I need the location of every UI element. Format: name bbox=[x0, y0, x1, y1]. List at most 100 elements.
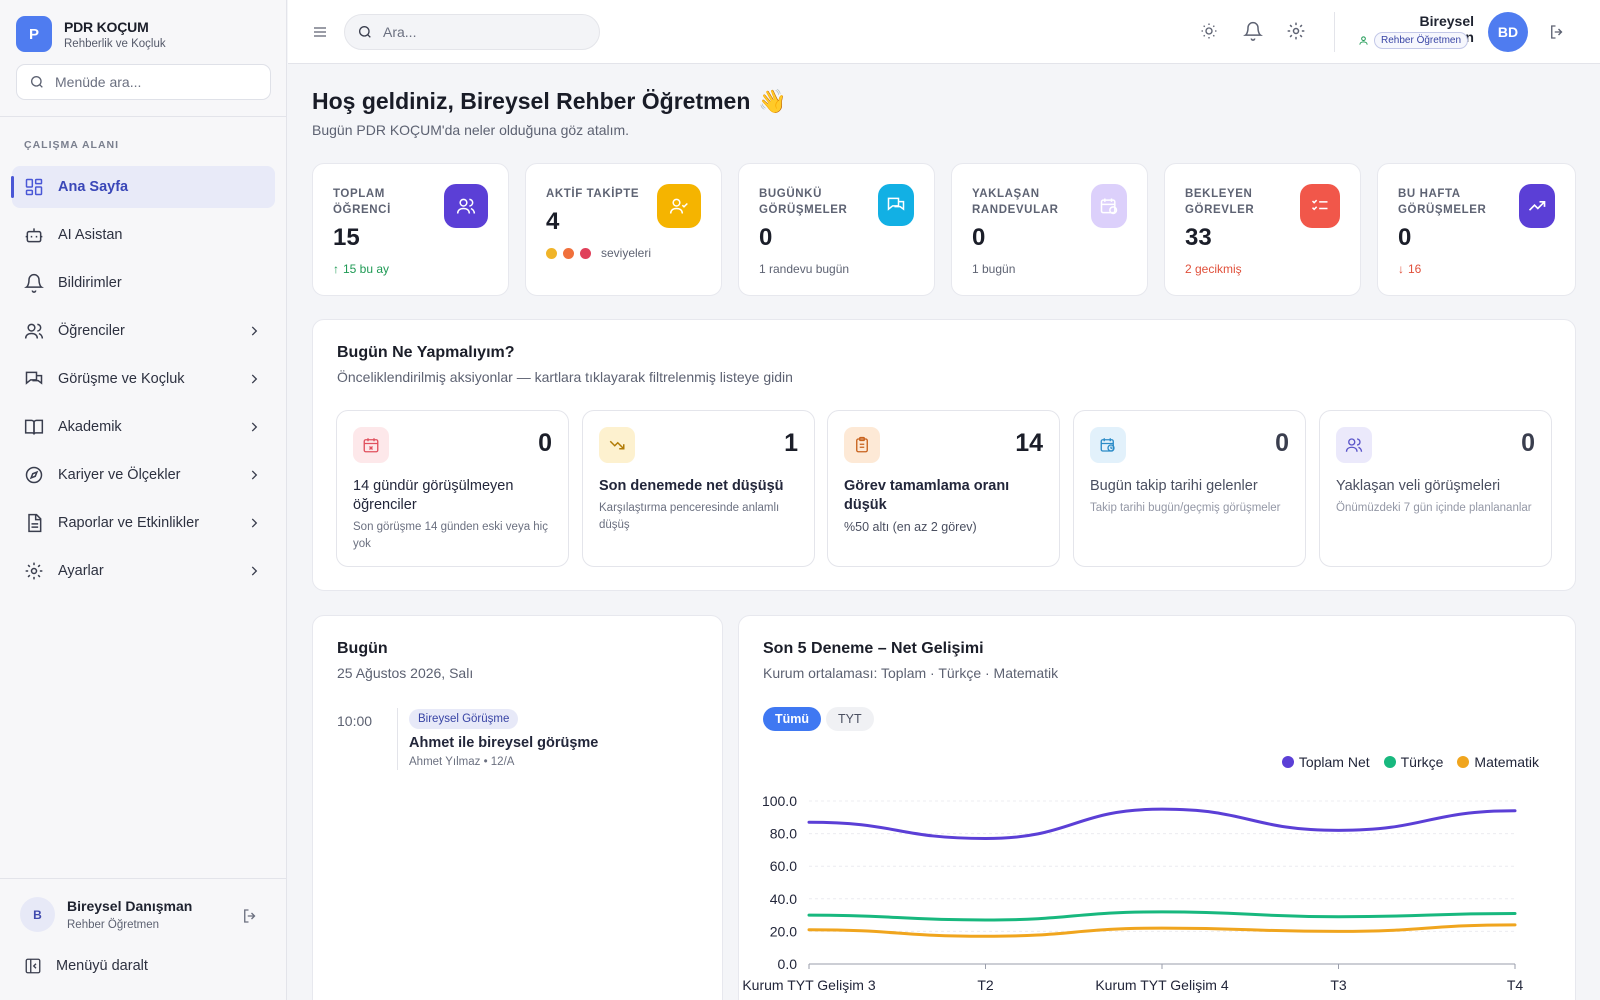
action-title: Görev tamamlama oranı düşük bbox=[844, 478, 1010, 513]
line-chart: 100.0 80.0 60.0 40.0 20.0 0.0 Kurum TYT Gelişi… bbox=[742, 793, 1523, 993]
action-card-no-meeting[interactable]: 0 14 gündür görüşülmeyen öğrenciler Son … bbox=[336, 410, 569, 567]
sidebar-item-raporlar-ve-etkinlikler[interactable]: Raporlar ve Etkinlikler bbox=[12, 502, 275, 544]
calendar-x-icon bbox=[353, 427, 389, 463]
search-icon bbox=[359, 26, 371, 38]
tab-tumu[interactable]: Tümü bbox=[763, 707, 822, 731]
event-meta: Ahmet Yılmaz • 12/A bbox=[409, 756, 515, 768]
logout-icon[interactable] bbox=[1548, 23, 1566, 41]
logout-icon[interactable] bbox=[241, 907, 259, 925]
dot-yellow bbox=[546, 247, 557, 259]
search-input[interactable] bbox=[383, 24, 573, 40]
stat-footer-text: 15 bu ay bbox=[343, 262, 390, 276]
action-title: Yaklaşan veli görüşmeleri bbox=[1336, 478, 1501, 494]
action-title: Son denemede net düşüşü bbox=[599, 478, 784, 494]
sidebar-user[interactable]: B Bireysel Danışman Rehber Öğretmen bbox=[20, 897, 192, 932]
sidebar-item-gorusme-ve-kocluk[interactable]: Görüşme ve Koçluk bbox=[12, 358, 275, 400]
stat-card-total-students[interactable]: TOPLAM ÖĞRENCİ 15 ↑ 15 bu ay bbox=[312, 163, 509, 296]
action-card-parent-meetings[interactable]: 0 Yaklaşan veli görüşmeleri Önümüzdeki 7… bbox=[1319, 410, 1552, 567]
page-title: Hoş geldiniz, Bireysel Rehber Öğretmen 👋 bbox=[312, 88, 787, 115]
sidebar-item-label: Ana Sayfa bbox=[58, 179, 129, 195]
brand-logo: P bbox=[16, 16, 52, 52]
stat-footer: ↓ 16 bbox=[1398, 262, 1421, 276]
dot-orange bbox=[563, 247, 574, 259]
tab-tyt[interactable]: TYT bbox=[826, 707, 874, 731]
sidebar-item-label: Öğrenciler bbox=[58, 323, 125, 339]
action-count: 14 bbox=[1015, 429, 1043, 457]
collapse-menu-label: Menüyü daralt bbox=[56, 958, 148, 974]
clipboard-icon bbox=[844, 427, 880, 463]
legend-label: Matematik bbox=[1474, 754, 1539, 770]
global-search[interactable] bbox=[344, 14, 600, 50]
stat-value: 0 bbox=[972, 224, 986, 251]
timeline-line bbox=[397, 708, 398, 770]
today-panel: Bugün 25 Ağustos 2026, Salı 10:00 Bireys… bbox=[312, 615, 723, 1000]
book-icon bbox=[24, 419, 44, 435]
legend-item[interactable]: Türkçe bbox=[1383, 754, 1443, 770]
menu-search[interactable] bbox=[16, 64, 271, 100]
event-title[interactable]: Ahmet ile bireysel görüşme bbox=[409, 735, 599, 751]
robot-icon bbox=[25, 228, 43, 243]
series-line bbox=[807, 910, 1517, 922]
today-date: 25 Ağustos 2026, Salı bbox=[337, 665, 474, 681]
sun-icon[interactable] bbox=[1200, 22, 1218, 40]
stat-card-pending-tasks[interactable]: BEKLEYEN GÖREVLER 33 2 gecikmiş bbox=[1164, 163, 1361, 296]
hamburger-icon[interactable] bbox=[312, 24, 328, 40]
legend-swatch bbox=[1281, 756, 1294, 768]
brand-subtitle: Rehberlik ve Koçluk bbox=[64, 37, 166, 50]
y-tick-label: 80.0 bbox=[770, 826, 797, 842]
brand[interactable]: P PDR KOÇUM Rehberlik ve Koçluk bbox=[16, 16, 166, 52]
action-desc: %50 altı (en az 2 görev) bbox=[844, 520, 977, 534]
stat-card-active-tracking[interactable]: AKTİF TAKİPTE 4 seviyeleri bbox=[525, 163, 722, 296]
stat-footer: 2 gecikmiş bbox=[1185, 262, 1242, 276]
legend-item[interactable]: Matematik bbox=[1457, 754, 1539, 770]
chart-legend: Toplam Net Türkçe Matematik bbox=[1281, 754, 1539, 770]
chat-icon bbox=[878, 184, 914, 226]
action-desc: Son görüşme 14 günden eski veya hiç yok bbox=[353, 521, 548, 550]
stat-card-upcoming-appointments[interactable]: YAKLAŞAN RANDEVULAR 0 1 bugün bbox=[951, 163, 1148, 296]
calendar-clock-icon bbox=[1090, 427, 1126, 463]
action-card-task-completion[interactable]: 14 Görev tamamlama oranı düşük %50 altı … bbox=[827, 410, 1060, 567]
sidebar-item-ana-sayfa[interactable]: Ana Sayfa bbox=[11, 166, 275, 208]
stat-footer: 1 randevu bugün bbox=[759, 262, 850, 276]
report-icon bbox=[28, 513, 42, 533]
action-card-net-drop[interactable]: 1 Son denemede net düşüşü Karşılaştırma … bbox=[582, 410, 815, 567]
legend-item[interactable]: Toplam Net bbox=[1281, 754, 1370, 770]
y-tick-label: 0.0 bbox=[778, 956, 798, 972]
avatar: B bbox=[20, 897, 55, 932]
welcome-title: Hoş geldiniz, Bireysel Rehber Öğretmen bbox=[312, 88, 751, 114]
x-tick-label: Kurum TYT Gelişim 3 bbox=[742, 977, 876, 993]
stat-value: 4 bbox=[546, 208, 560, 235]
header-role: Rehber Öğretmen bbox=[1358, 32, 1469, 49]
sidebar-item-akademik[interactable]: Akademik bbox=[12, 406, 275, 448]
sidebar-item-ayarlar[interactable]: Ayarlar bbox=[12, 550, 275, 592]
action-desc: Takip tarihi bugün/geçmiş görüşmeler bbox=[1090, 502, 1281, 514]
series-line bbox=[807, 807, 1517, 840]
x-tick-label: Kurum TYT Gelişim 4 bbox=[1095, 977, 1229, 993]
stat-card-today-meetings[interactable]: BUGÜNKÜ GÖRÜŞMELER 0 1 randevu bugün bbox=[738, 163, 935, 296]
sidebar-item-bildirimler[interactable]: Bildirimler bbox=[12, 262, 275, 304]
collapse-menu-button[interactable]: Menüyü daralt bbox=[24, 957, 148, 975]
menu-search-input[interactable] bbox=[55, 74, 255, 90]
brand-title: PDR KOÇUM bbox=[64, 18, 149, 35]
stat-label: AKTİF TAKİPTE bbox=[546, 188, 640, 200]
divider bbox=[0, 116, 287, 117]
bell-icon[interactable] bbox=[1243, 21, 1263, 41]
users-icon bbox=[1336, 427, 1372, 463]
avatar[interactable]: BD bbox=[1488, 12, 1528, 52]
stat-value: 15 bbox=[333, 224, 360, 251]
today-title: Bugün bbox=[337, 640, 388, 657]
section-label: ÇALIŞMA ALANI bbox=[24, 139, 120, 151]
chevron-right-icon bbox=[251, 566, 258, 576]
todo-subtitle: Önceliklendirilmiş aksiyonlar — kartlara… bbox=[337, 369, 793, 385]
sidebar-item-kariyer-ve-olcekler[interactable]: Kariyer ve Ölçekler bbox=[12, 454, 275, 496]
action-count: 0 bbox=[1275, 429, 1289, 457]
sidebar-item-ai-asistan[interactable]: AI Asistan bbox=[12, 214, 275, 256]
stat-card-weekly-meetings[interactable]: BU HAFTA GÖRÜŞMELER 0 ↓ 16 bbox=[1377, 163, 1576, 296]
sidebar-item-label: Akademik bbox=[58, 419, 122, 435]
sidebar-item-label: Ayarlar bbox=[58, 563, 104, 579]
chart-title: Son 5 Deneme – Net Gelişimi bbox=[763, 640, 984, 657]
gear-icon[interactable] bbox=[1286, 21, 1306, 41]
sidebar-item-ogrenciler[interactable]: Öğrenciler bbox=[12, 310, 275, 352]
action-card-follow-up[interactable]: 0 Bugün takip tarihi gelenler Takip tari… bbox=[1073, 410, 1306, 567]
stat-label: BUGÜNKÜ GÖRÜŞMELER bbox=[759, 188, 848, 216]
